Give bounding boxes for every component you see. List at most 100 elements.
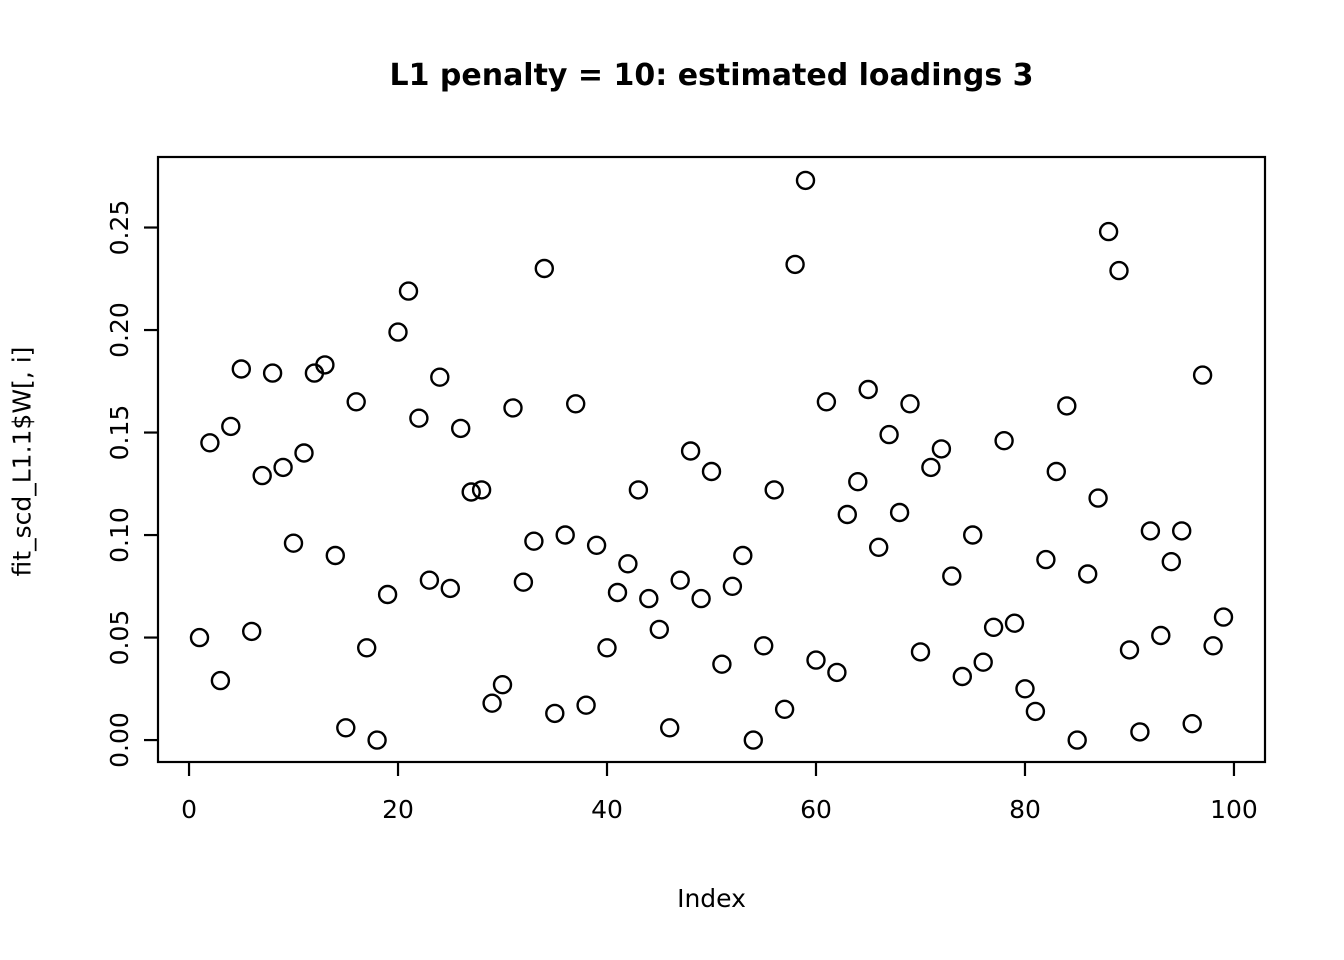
data-point bbox=[680, 441, 701, 461]
data-point bbox=[785, 254, 805, 275]
data-point bbox=[534, 258, 554, 279]
data-point bbox=[398, 281, 419, 301]
data-point bbox=[910, 642, 931, 662]
data-point bbox=[346, 392, 366, 412]
x-tick-label: 80 bbox=[1009, 795, 1041, 824]
data-point bbox=[1098, 221, 1119, 242]
y-tick-label: 0.05 bbox=[105, 610, 134, 666]
data-point bbox=[1077, 564, 1098, 584]
data-point bbox=[806, 650, 826, 670]
data-point bbox=[419, 570, 440, 590]
data-point bbox=[524, 531, 544, 551]
data-point bbox=[1161, 552, 1182, 572]
data-point bbox=[1015, 679, 1035, 699]
data-point bbox=[492, 675, 513, 695]
plot-box bbox=[156, 155, 1267, 764]
data-point bbox=[973, 652, 993, 672]
data-point bbox=[315, 355, 335, 375]
data-point bbox=[837, 504, 857, 525]
data-point bbox=[639, 588, 659, 609]
data-point bbox=[1036, 549, 1056, 570]
data-point bbox=[607, 582, 628, 603]
y-tick-label: 0.20 bbox=[105, 302, 134, 358]
data-point bbox=[1067, 730, 1087, 750]
data-point bbox=[1182, 714, 1202, 734]
data-point bbox=[273, 457, 293, 478]
data-point bbox=[189, 627, 210, 648]
data-point bbox=[1119, 640, 1140, 660]
data-point bbox=[231, 359, 252, 379]
data-point bbox=[367, 730, 387, 750]
data-point bbox=[1057, 396, 1077, 416]
x-tick-label: 100 bbox=[1210, 795, 1258, 824]
data-point bbox=[774, 699, 795, 719]
data-point bbox=[283, 533, 304, 553]
data-point bbox=[221, 416, 241, 437]
data-point bbox=[994, 431, 1014, 451]
data-point bbox=[409, 408, 429, 428]
data-point bbox=[816, 392, 837, 412]
data-point bbox=[1025, 701, 1046, 722]
data-point bbox=[210, 670, 231, 691]
y-tick-label: 0.15 bbox=[105, 405, 134, 461]
chart-title: L1 penalty = 10: estimated loadings 3 bbox=[389, 58, 1034, 93]
data-point bbox=[1109, 260, 1129, 281]
data-point bbox=[1046, 461, 1067, 482]
data-point bbox=[252, 465, 272, 486]
data-point bbox=[795, 170, 816, 191]
data-point bbox=[754, 636, 774, 656]
data-point bbox=[294, 443, 314, 463]
data-point bbox=[858, 379, 878, 400]
data-point bbox=[963, 525, 983, 545]
data-point bbox=[388, 322, 408, 342]
y-tick-label: 0.10 bbox=[105, 507, 134, 563]
data-point bbox=[566, 394, 586, 414]
data-point bbox=[869, 537, 889, 557]
data-point bbox=[691, 588, 711, 609]
data-point bbox=[931, 439, 952, 459]
x-axis-title: Index bbox=[677, 884, 746, 913]
data-point bbox=[701, 461, 722, 482]
data-point bbox=[576, 695, 596, 715]
data-point bbox=[262, 363, 283, 383]
data-point bbox=[325, 545, 345, 566]
data-point bbox=[1140, 521, 1161, 541]
data-point bbox=[952, 666, 972, 687]
data-point bbox=[336, 718, 356, 738]
data-point bbox=[503, 398, 523, 418]
data-point bbox=[555, 525, 575, 545]
data-point bbox=[743, 730, 763, 750]
x-tick-label: 20 bbox=[382, 795, 414, 824]
data-point bbox=[733, 545, 753, 566]
data-point bbox=[900, 394, 920, 414]
data-point bbox=[1203, 636, 1223, 656]
y-axis-title: fit_scd_L1.1$W[, i] bbox=[7, 346, 37, 577]
data-point bbox=[764, 480, 784, 500]
data-point bbox=[377, 584, 398, 605]
data-point bbox=[200, 433, 220, 453]
x-tick-label: 0 bbox=[181, 795, 197, 824]
data-point bbox=[482, 693, 502, 713]
data-point bbox=[440, 578, 460, 599]
data-point bbox=[660, 718, 680, 738]
data-point bbox=[722, 576, 743, 596]
data-point bbox=[879, 424, 899, 445]
x-tick-label: 60 bbox=[800, 795, 832, 824]
data-point bbox=[618, 554, 638, 574]
data-point bbox=[586, 535, 607, 555]
data-point bbox=[670, 570, 690, 590]
data-point bbox=[357, 638, 377, 658]
x-tick-label: 40 bbox=[591, 795, 623, 824]
data-point bbox=[1004, 613, 1025, 633]
data-point bbox=[471, 480, 492, 500]
data-point bbox=[545, 703, 565, 724]
data-point bbox=[1192, 365, 1213, 385]
data-point bbox=[712, 654, 732, 674]
data-point bbox=[628, 480, 649, 500]
data-point bbox=[513, 572, 534, 592]
data-point bbox=[597, 638, 617, 658]
data-point bbox=[827, 662, 847, 683]
data-point bbox=[430, 367, 450, 387]
data-point bbox=[1088, 488, 1108, 508]
